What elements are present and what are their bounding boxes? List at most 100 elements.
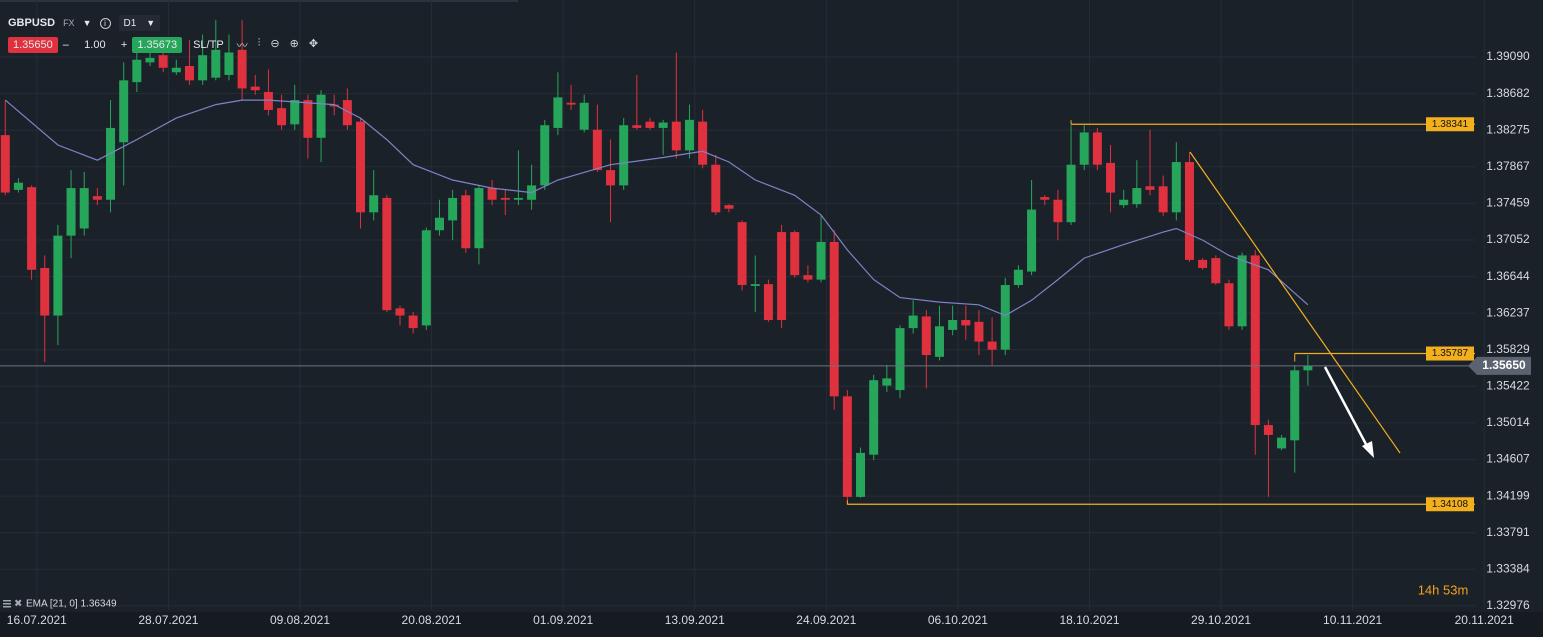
candle-body [790,232,800,276]
candle-body [856,452,866,497]
candle-body [987,341,997,350]
candle-body [303,100,313,138]
candle-body [842,396,852,497]
dropdown-icon[interactable]: ▼ [82,18,92,28]
candle-body [408,315,418,329]
y-tick-label: 1.34607 [1486,452,1530,466]
y-tick-label: 1.34199 [1486,488,1530,502]
candle-body [27,187,37,270]
candle-body [961,320,971,326]
svg-text:✖: ✖ [14,599,22,610]
candle-body [816,241,826,280]
indicator-icons[interactable]: ✖ [3,599,22,610]
ema-line [4,99,1309,317]
candle-body [92,196,102,200]
x-tick-label: 09.08.2021 [270,613,330,627]
candle-body [356,121,366,213]
y-tick-label: 1.37867 [1486,159,1530,173]
candle-body [803,275,813,280]
candle-body [671,121,681,151]
level-label: 1.34108 [1432,499,1469,510]
candle-body [1198,259,1208,268]
qty-minus[interactable]: – [62,39,69,51]
candle-body [474,188,484,249]
candle-body [53,235,63,316]
candle-body [1145,186,1155,190]
y-tick-label: 1.36644 [1486,269,1530,283]
x-tick-label: 20.08.2021 [402,613,462,627]
buy-button[interactable]: 1.35673 [132,37,183,53]
indicator-legend: EMA [21, 0] 1.36349 [26,599,117,610]
candle-body [1053,199,1063,223]
trade-bar: 1.35650 – 1.00 + 1.35673 SL/TP 〰 ⫶ ⊖ ⊕ ✥ [8,37,318,53]
candle-body [619,125,629,186]
indicator-tool[interactable]: ⫶ [257,37,261,49]
candle-body [553,97,563,128]
candle-body [224,52,234,75]
candle-body [198,55,208,81]
candle-body [750,284,760,286]
sltp-button[interactable]: SL/TP [193,39,224,51]
y-tick-label: 1.37459 [1486,196,1530,210]
symbol-bar: GBPUSD FX ▼ i D1 ▼ [8,14,161,32]
candle-body [1000,285,1010,350]
candle-body [895,328,905,391]
x-tick-label: 28.07.2021 [138,613,198,627]
candle-body [1106,162,1116,193]
candle-body [13,182,23,190]
top-strip [0,0,518,2]
candle-body [882,378,892,386]
candle-body [79,188,89,229]
candle-body [1132,188,1142,205]
timeframe-select[interactable]: D1 ▼ [118,15,161,31]
y-tick-label: 1.33791 [1486,525,1530,539]
level-tag [1426,497,1474,512]
candle-body [658,122,668,128]
y-tick-label: 1.32976 [1486,598,1530,612]
x-tick-label: 20.11.2021 [1455,613,1514,627]
candle-body [40,267,50,316]
y-tick-label: 1.36237 [1486,305,1530,319]
candle-body [171,67,181,73]
qty-plus[interactable]: + [120,39,128,51]
candle-body [974,321,984,342]
candle-body [184,65,194,81]
symbol[interactable]: GBPUSD [8,17,56,29]
candle-body [724,205,734,209]
candle-body [1013,269,1023,286]
level-tag [1426,346,1474,361]
line-tool[interactable]: 〰 [236,40,248,52]
candle-body [1184,162,1194,260]
sell-button[interactable]: 1.35650 [8,37,58,53]
candle-body [1027,209,1037,272]
info-icon[interactable]: i [99,17,111,29]
candle-body [711,164,721,213]
x-tick-label: 06.10.2021 [928,613,988,627]
candle-body [645,121,655,128]
candle-body [777,232,787,321]
candle-body [369,195,379,213]
candle-body [948,320,958,330]
candle-body [421,230,431,326]
zoom-in[interactable]: ⊕ [289,38,299,50]
current-price-label: 1.35650 [1482,358,1526,372]
y-tick-label: 1.38275 [1486,122,1530,136]
candle-body [237,49,247,89]
candle-body [487,188,497,200]
x-tick-label: 10.11.2021 [1323,613,1382,627]
x-tick-label: 01.09.2021 [533,613,593,627]
candle-body [158,55,168,68]
plot [0,0,1485,610]
level-label: 1.35787 [1432,348,1469,359]
x-tick-label: 16.07.2021 [7,613,67,627]
zoom-out[interactable]: ⊖ [270,38,280,50]
level-tag [1426,117,1474,132]
candle-body [513,197,523,200]
crosshair[interactable]: ✥ [308,38,319,50]
candle-body [606,170,616,186]
candle-body [632,125,642,128]
y-tick-label: 1.35829 [1486,342,1530,356]
candle-body [461,195,471,249]
candle-body [132,59,142,83]
quantity[interactable]: 1.00 [84,39,106,51]
